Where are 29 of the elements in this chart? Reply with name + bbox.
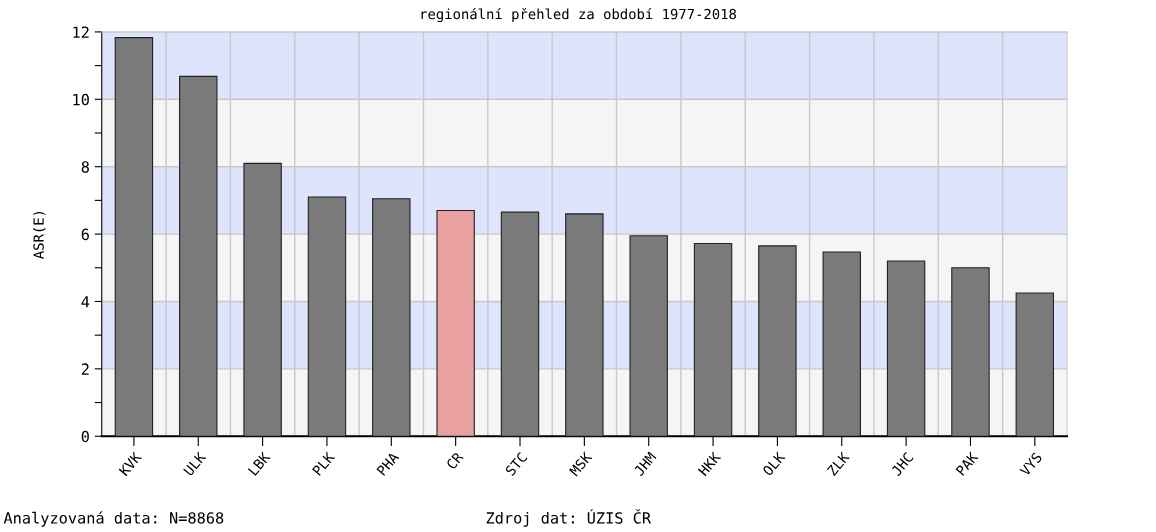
- y-tick-label: 0: [81, 430, 89, 443]
- y-tick-label: 12: [73, 26, 89, 38]
- y-tick-label: 6: [81, 228, 89, 241]
- text: Analyzovaná data: N=8868: [3, 511, 224, 527]
- y-tick-label: 4: [81, 296, 90, 308]
- bar: [179, 75, 218, 437]
- x-tick-label: PHA: [376, 451, 400, 476]
- bar: [693, 242, 733, 437]
- bar: [243, 162, 282, 437]
- x-tick-label: CR: [445, 451, 464, 470]
- bar: [629, 235, 668, 437]
- bar: [500, 211, 540, 437]
- bar: [307, 196, 347, 437]
- y-tick-label: 10: [73, 93, 89, 106]
- bar: [822, 251, 861, 437]
- text: Zdroj dat: ÚZIS ČR: [486, 509, 652, 527]
- bar: [565, 213, 604, 437]
- bar: [886, 260, 926, 437]
- y-axis-title: ASR(E): [33, 211, 46, 259]
- bar: [372, 198, 411, 437]
- bar: [114, 37, 154, 437]
- bar: [758, 245, 797, 437]
- bar: [1015, 292, 1055, 437]
- bar: [951, 267, 990, 437]
- bar: [436, 209, 475, 437]
- x-tick-label: VYS: [1019, 451, 1043, 477]
- chart-title: regionální přehled za období 1977-2018: [421, 7, 736, 23]
- y-tick-label: 8: [81, 161, 89, 173]
- y-tick-label: 2: [81, 363, 89, 375]
